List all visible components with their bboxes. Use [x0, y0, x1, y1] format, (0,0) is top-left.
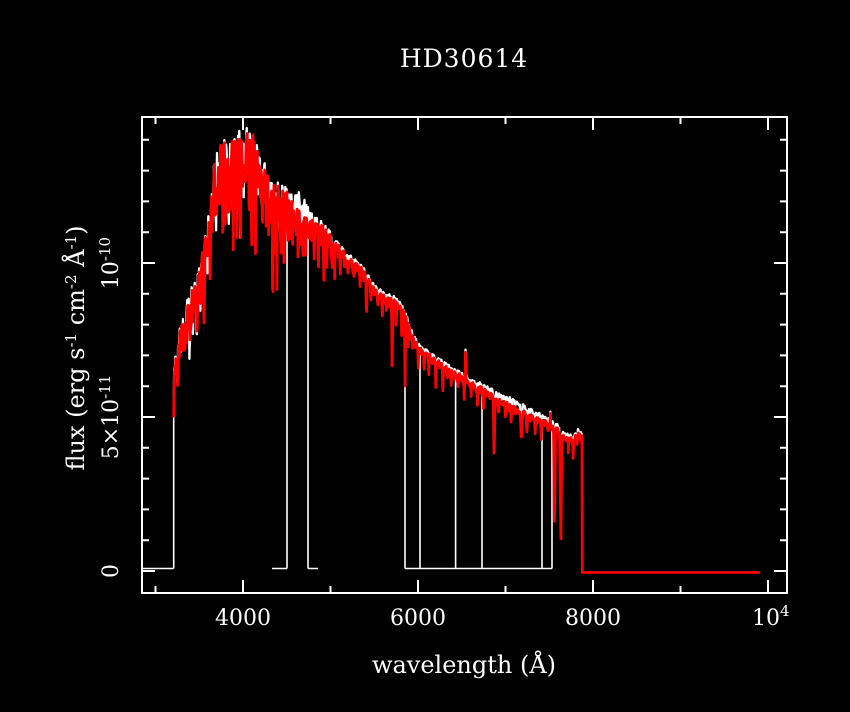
- x-tick-label-4000: 4000: [215, 606, 271, 631]
- y-axis-label: flux (erg s-1 cm-2 Å-1): [61, 225, 90, 470]
- series-layer: [142, 126, 760, 574]
- x-tick-label-6000: 6000: [390, 606, 446, 631]
- x-tick-label-8000: 8000: [565, 606, 621, 631]
- y-tick-label-5: 5×10-11: [96, 375, 124, 460]
- y-tick-label-10: 10-10: [96, 237, 124, 289]
- spectral-energy-distribution-figure: HD30614 wavelength (Å) flux (erg s-1 cm-…: [40, 16, 850, 696]
- chart-title: HD30614: [400, 44, 528, 73]
- red-observed-spectrum-curve: [172, 132, 760, 574]
- x-tick-labels: 4000 6000 8000 104: [215, 602, 790, 631]
- y-tick-label-0: 0: [99, 564, 124, 578]
- white-zero-drop-lines: [172, 207, 553, 569]
- x-axis-label: wavelength (Å): [372, 650, 556, 679]
- axis-ticks: [142, 117, 787, 593]
- x-tick-label-10000: 104: [752, 602, 790, 631]
- y-tick-labels: 0 5×10-11 10-10: [96, 237, 124, 578]
- spectrum-plot: HD30614 wavelength (Å) flux (erg s-1 cm-…: [40, 16, 850, 696]
